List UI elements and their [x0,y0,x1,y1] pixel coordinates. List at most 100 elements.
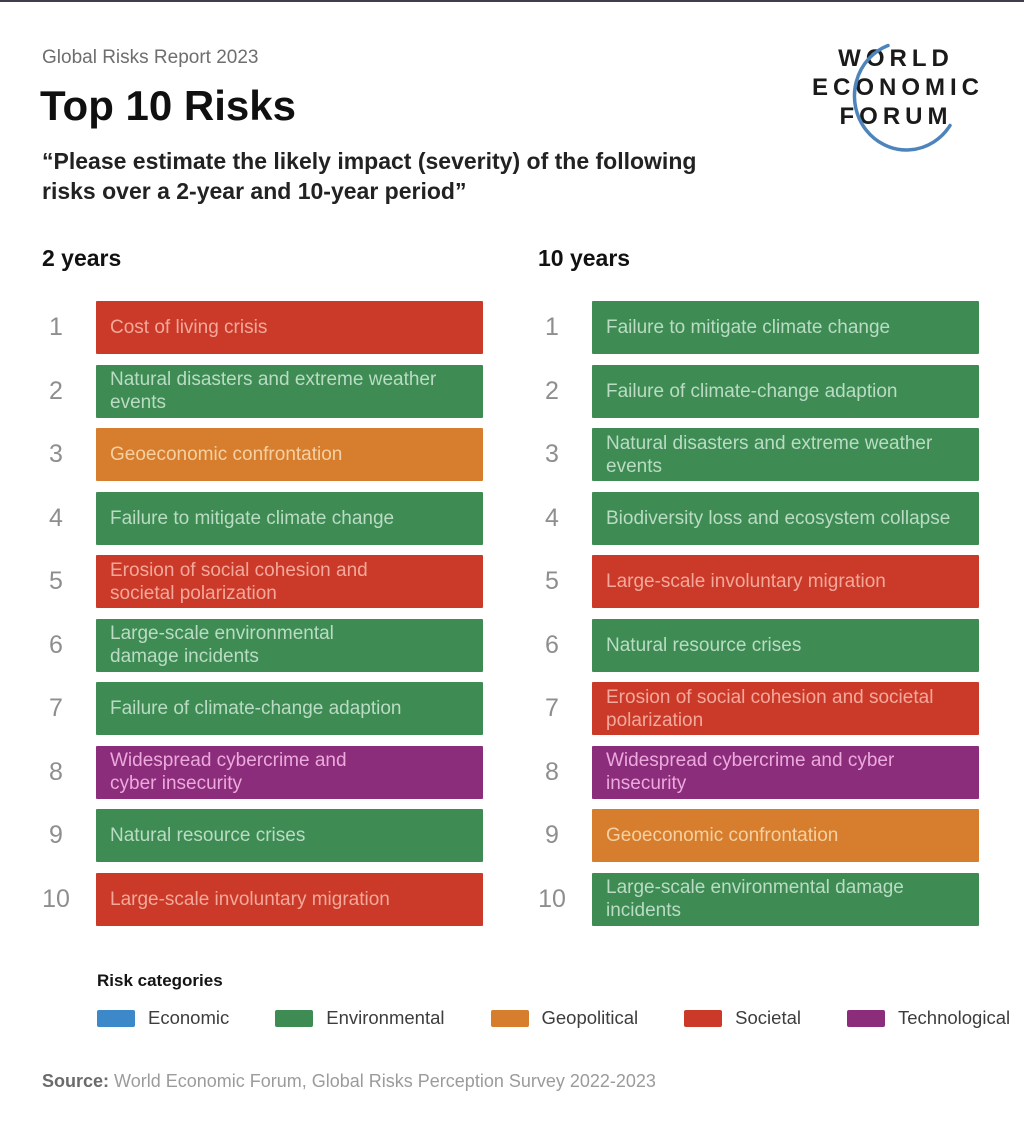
risk-bar: Geoeconomic confrontation [592,809,979,862]
risk-row: 7 Failure of climate-change adaption [36,682,483,735]
risk-row: 8 Widespread cybercrime and cyber insecu… [532,745,979,799]
risk-label: Cost of living crisis [110,317,268,338]
risk-rank: 10 [42,884,70,913]
source-text: World Economic Forum, Global Risks Perce… [114,1071,656,1091]
risk-bar: Widespread cybercrime and cyber insecuri… [592,745,979,799]
risk-rank: 6 [49,630,63,659]
risk-rank: 1 [545,313,559,341]
risk-rank: 8 [49,757,63,786]
legend-entry-economic: Economic [97,1007,229,1029]
legend-label: Societal [735,1007,801,1028]
risk-rank: 2 [545,376,559,405]
risk-label: Natural resource crises [110,825,306,846]
risk-bar: Erosion of social cohesion and societal … [592,682,979,735]
risk-rank: 6 [545,630,559,659]
legend-swatch [847,1009,885,1027]
risk-bar: Natural resource crises [592,618,979,672]
risk-rank: 4 [545,503,559,532]
risk-bar: Large-scale environmental damage inciden… [96,618,483,672]
legend-swatch [490,1009,529,1027]
legend-entry-geopolitical: Geopolitical [490,1007,639,1029]
risk-row: 1 Cost of living crisis [36,301,483,354]
risk-label: Large-scale involuntary migration [606,571,886,592]
legend-label: Technological [898,1007,1011,1028]
legend-label: Geopolitical [541,1007,639,1028]
risk-row: 6 Natural resource crises [532,618,979,672]
top-border-line [0,0,1024,2]
risk-bar: Natural disasters and extreme weather ev… [96,364,483,418]
risk-label: Large-scale environmental damage inciden… [110,623,334,667]
risk-rank: 5 [545,567,559,595]
risk-rank: 4 [49,503,63,532]
risk-bar: Natural disasters and extreme weather ev… [592,428,979,481]
report-label: Global Risks Report 2023 [42,47,259,68]
risk-rank: 10 [538,884,566,913]
risk-row: 9 Geoeconomic confrontation [532,809,979,862]
risk-label: Large-scale involuntary migration [110,888,390,910]
risk-label: Large-scale environmental damage inciden… [606,877,904,921]
risk-label: Natural disasters and extreme weather ev… [110,369,437,413]
risk-bar: Failure to mitigate climate change [96,491,483,545]
risk-label: Natural disasters and extreme weather ev… [606,432,933,477]
risk-row: 10 Large-scale environmental damage inci… [532,872,979,926]
legend-swatch [275,1009,314,1027]
risk-rank: 3 [545,440,559,468]
risk-row: 2 Natural disasters and extreme weather … [36,364,483,418]
risk-row: 10 Large-scale involuntary migration [36,872,483,926]
legend-entry-environmental: Environmental [275,1007,445,1029]
risk-label: Failure to mitigate climate change [606,317,891,338]
risk-row: 4 Failure to mitigate climate change [36,491,483,545]
legend-swatch [97,1009,135,1027]
risk-row: 1 Failure to mitigate climate change [532,301,979,354]
risk-list-2-years: 1 Cost of living crisis 2 Natural disast… [36,301,483,936]
risk-row: 5 Large-scale involuntary migration [532,555,979,608]
risk-bar: Natural resource crises [96,809,483,862]
risk-label: Biodiversity loss and ecosystem collapse [606,507,951,529]
column-header-10-years: 10 years [538,245,631,271]
risk-row: 3 Geoeconomic confrontation [36,428,483,481]
risk-rank: 1 [49,313,63,341]
legend-entries: Economic Environmental Geopolitical Soci… [97,1007,1010,1029]
legend-label: Environmental [326,1007,445,1028]
risk-label: Failure of climate-change adaption [606,380,898,402]
legend-label: Economic [148,1007,230,1028]
risk-bar: Large-scale involuntary migration [592,555,979,608]
risk-bar: Widespread cybercrime and cyber insecuri… [96,745,483,799]
risk-label: Geoeconomic confrontation [110,444,343,465]
risk-bar: Failure to mitigate climate change [592,301,979,354]
legend-title: Risk categories [97,971,223,990]
risk-row: 5 Erosion of social cohesion and societa… [36,555,483,608]
risk-rank: 8 [545,757,559,786]
risk-rank: 7 [545,694,559,722]
risk-row: 7 Erosion of social cohesion and societa… [532,682,979,735]
risk-list-10-years: 1 Failure to mitigate climate change 2 F… [532,301,979,936]
risk-bar: Large-scale environmental damage inciden… [592,872,979,926]
risk-rank: 5 [49,567,63,595]
risk-bar: Biodiversity loss and ecosystem collapse [592,491,979,545]
column-header-2-years: 2 years [42,245,122,271]
risk-rank: 7 [49,694,63,722]
legend-swatch [684,1009,723,1027]
risk-label: Failure of climate-change adaption [110,698,402,719]
risk-label: Widespread cybercrime and cyber insecuri… [606,750,895,794]
risk-label: Geoeconomic confrontation [606,825,839,846]
source-prefix: Source: [42,1071,110,1091]
risk-row: 4 Biodiversity loss and ecosystem collap… [532,491,979,545]
risk-rank: 9 [49,821,63,849]
risk-label: Erosion of social cohesion and societal … [606,686,934,731]
risk-row: 9 Natural resource crises [36,809,483,862]
risk-bar: Large-scale involuntary migration [96,872,483,926]
column-10-years: 10 years 1 Failure to mitigate climate c… [532,0,979,930]
risk-label: Failure to mitigate climate change [110,507,395,529]
risk-rank: 9 [545,821,559,849]
risk-bar: Geoeconomic confrontation [96,428,483,481]
source-line: Source: World Economic Forum, Global Risk… [42,1071,656,1092]
risk-rank: 2 [49,376,63,405]
legend-entry-technological: Technological [847,1007,1010,1029]
risk-bar: Cost of living crisis [96,301,483,354]
risk-row: 3 Natural disasters and extreme weather … [532,428,979,481]
page-title: Top 10 Risks [40,82,296,129]
risk-bar: Erosion of social cohesion and societal … [96,555,483,608]
risk-label: Widespread cybercrime and cyber insecuri… [110,750,347,794]
